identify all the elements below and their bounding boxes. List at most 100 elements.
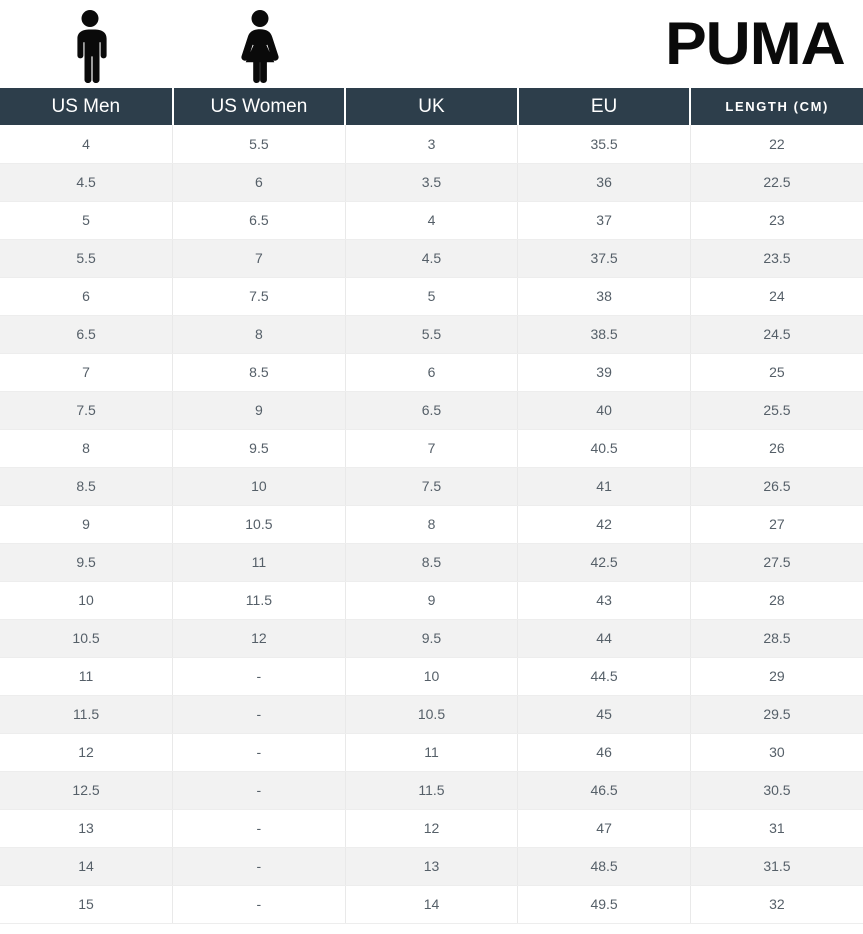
size-conversion-table: US Men US Women UK EU LENGTH (CM) 4 5.5 3 3…	[0, 88, 863, 924]
table-row: 8 9.5 7 40.5 26	[0, 429, 863, 468]
cell-length-cm: 27.5	[690, 543, 863, 582]
cell-eu: 35.5	[517, 125, 691, 164]
table-row: 14-13 48.5 31.5	[0, 847, 863, 886]
cell-uk: 10.5	[345, 695, 519, 734]
table-row: 5.5 7 4.5 37.5 23.5	[0, 239, 863, 278]
cell-us-women: 10	[172, 467, 346, 506]
cell-length-cm: 25	[690, 353, 863, 392]
cell-us-women: 10.5	[172, 505, 346, 544]
table-row: 8.5 10 7.5 41 26.5	[0, 467, 863, 506]
cell-length-cm: 25.5	[690, 391, 863, 430]
cell-length-cm: 24	[690, 277, 863, 316]
cell-us-men: 6	[0, 277, 174, 316]
cell-uk: 4	[345, 201, 519, 240]
cell-uk: 7	[345, 429, 519, 468]
cell-uk: 6.5	[345, 391, 519, 430]
cell-uk: 8.5	[345, 543, 519, 582]
table-body: 4 5.5 3 35.5 22 4.5 6 3.5 36 22.5 5 6.5 4 37 23 5.5 7 4.5…	[0, 125, 863, 924]
cell-uk: 5	[345, 277, 519, 316]
cell-eu: 37.5	[517, 239, 691, 278]
cell-eu: 46	[517, 733, 691, 772]
cell-us-women: 9.5	[172, 429, 346, 468]
cell-uk: 9	[345, 581, 519, 620]
table-row: 7.5 9 6.5 40 25.5	[0, 391, 863, 430]
cell-us-women: 7	[172, 239, 346, 278]
cell-us-women: 6.5	[172, 201, 346, 240]
cell-length-cm: 23.5	[690, 239, 863, 278]
cell-us-women: 8	[172, 315, 346, 354]
cell-us-women: -	[172, 695, 346, 734]
cell-eu: 49.5	[517, 885, 691, 924]
cell-length-cm: 24.5	[690, 315, 863, 354]
table-row: 11.5-10.5 45 29.5	[0, 695, 863, 734]
cell-length-cm: 28	[690, 581, 863, 620]
cell-us-men: 4.5	[0, 163, 174, 202]
female-pictogram-icon	[230, 9, 290, 83]
table-row: 12-11 46 30	[0, 733, 863, 772]
cell-us-men: 12	[0, 733, 174, 772]
cell-eu: 39	[517, 353, 691, 392]
cell-us-men: 10	[0, 581, 174, 620]
table-row: 9 10.5 8 42 27	[0, 505, 863, 544]
cell-us-men: 7	[0, 353, 174, 392]
table-header: US Men US Women UK EU LENGTH (CM)	[0, 88, 863, 125]
cell-length-cm: 30	[690, 733, 863, 772]
cell-us-women: 11.5	[172, 581, 346, 620]
cell-uk: 5.5	[345, 315, 519, 354]
cell-uk: 9.5	[345, 619, 519, 658]
cell-eu: 40	[517, 391, 691, 430]
cell-uk: 13	[345, 847, 519, 886]
cell-us-women: 8.5	[172, 353, 346, 392]
cell-uk: 8	[345, 505, 519, 544]
cell-us-women: 9	[172, 391, 346, 430]
cell-us-men: 10.5	[0, 619, 174, 658]
cell-us-women: 5.5	[172, 125, 346, 164]
cell-us-men: 8.5	[0, 467, 174, 506]
cell-us-men: 5.5	[0, 239, 174, 278]
brand-banner: PUMA	[0, 0, 863, 88]
table-row: 4 5.5 3 35.5 22	[0, 125, 863, 164]
cell-eu: 44	[517, 619, 691, 658]
cell-us-men: 15	[0, 885, 174, 924]
male-pictogram-icon	[60, 9, 120, 83]
cell-uk: 10	[345, 657, 519, 696]
table-row: 13-12 47 31	[0, 809, 863, 848]
cell-eu: 45	[517, 695, 691, 734]
cell-us-women: -	[172, 809, 346, 848]
cell-us-women: -	[172, 771, 346, 810]
cell-us-men: 14	[0, 847, 174, 886]
table-header-row: US Men US Women UK EU LENGTH (CM)	[0, 88, 863, 125]
cell-uk: 11.5	[345, 771, 519, 810]
cell-eu: 42.5	[517, 543, 691, 582]
column-header-eu: EU	[516, 88, 692, 125]
cell-eu: 42	[517, 505, 691, 544]
cell-us-men: 5	[0, 201, 174, 240]
cell-eu: 36	[517, 163, 691, 202]
cell-eu: 46.5	[517, 771, 691, 810]
cell-us-women: 7.5	[172, 277, 346, 316]
cell-us-women: 6	[172, 163, 346, 202]
cell-us-men: 4	[0, 125, 174, 164]
table-row: 6 7.5 5 38 24	[0, 277, 863, 316]
cell-length-cm: 28.5	[690, 619, 863, 658]
table-row: 10.5 12 9.5 44 28.5	[0, 619, 863, 658]
cell-length-cm: 26.5	[690, 467, 863, 506]
table-row: 5 6.5 4 37 23	[0, 201, 863, 240]
cell-length-cm: 22.5	[690, 163, 863, 202]
column-header-length-cm: LENGTH (CM)	[689, 88, 863, 125]
cell-length-cm: 29.5	[690, 695, 863, 734]
cell-us-men: 12.5	[0, 771, 174, 810]
cell-eu: 40.5	[517, 429, 691, 468]
cell-length-cm: 23	[690, 201, 863, 240]
cell-us-men: 11.5	[0, 695, 174, 734]
cell-eu: 38.5	[517, 315, 691, 354]
cell-length-cm: 31	[690, 809, 863, 848]
table-row: 9.5 11 8.5 42.5 27.5	[0, 543, 863, 582]
table-row: 15-14 49.5 32	[0, 885, 863, 924]
cell-length-cm: 22	[690, 125, 863, 164]
cell-uk: 11	[345, 733, 519, 772]
cell-eu: 37	[517, 201, 691, 240]
cell-eu: 47	[517, 809, 691, 848]
cell-us-men: 13	[0, 809, 174, 848]
